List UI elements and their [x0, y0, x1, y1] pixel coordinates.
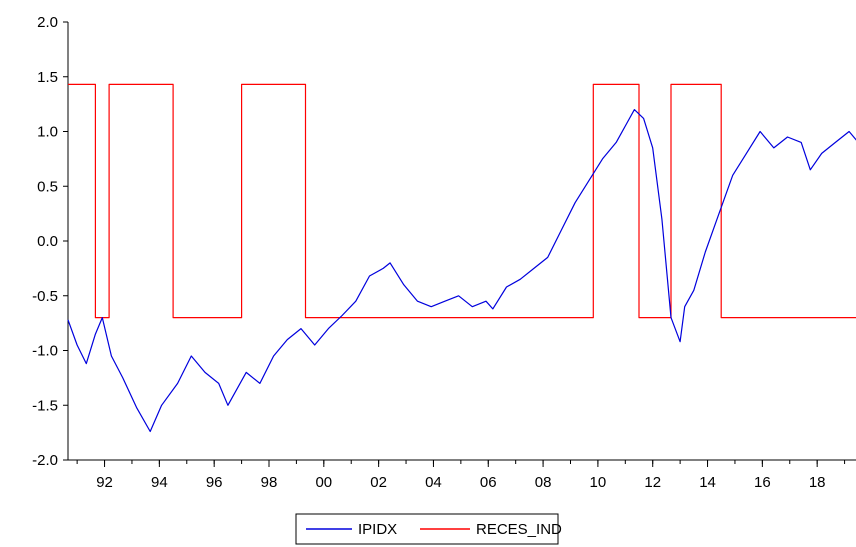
series-line-ipidx [67, 109, 856, 433]
x-tick-label: 08 [535, 474, 552, 491]
y-axis: 2.0 1.5 1.0 0.5 0.0 -0.5 -1.0 -1.5 -2.0 [32, 14, 68, 469]
x-tick-label: 92 [96, 474, 113, 491]
y-tick-label: -1.0 [32, 343, 58, 360]
legend-label: IPIDX [358, 521, 397, 538]
y-tick-label: 1.0 [37, 124, 58, 141]
x-tick-label: 04 [425, 474, 442, 491]
x-tick-label: 10 [590, 474, 607, 491]
series-line-reces-ind [68, 83, 856, 319]
y-tick-label: 0.5 [37, 178, 58, 195]
x-tick-label: 96 [206, 474, 223, 491]
x-tick-label: 06 [480, 474, 497, 491]
x-axis: 92 94 96 98 00 02 04 06 08 10 12 14 16 18 [76, 460, 846, 491]
y-tick-label: 0.0 [37, 233, 58, 250]
x-tick-label: 16 [754, 474, 771, 491]
x-tick-label: 98 [261, 474, 278, 491]
legend-label: RECES_IND [476, 521, 562, 538]
series-layer [67, 83, 856, 433]
x-tick-label: 94 [151, 474, 168, 491]
x-tick-label: 12 [644, 474, 661, 491]
x-tick-label: 02 [370, 474, 387, 491]
y-tick-label: -1.5 [32, 397, 58, 414]
x-tick-label: 18 [809, 474, 826, 491]
legend: IPIDX RECES_IND [295, 513, 562, 545]
y-tick-label: -2.0 [32, 452, 58, 469]
y-tick-label: -0.5 [32, 288, 58, 305]
plot-frame [67, 22, 856, 461]
y-tick-label: 1.5 [37, 69, 58, 86]
x-tick-label: 14 [699, 474, 716, 491]
x-tick-label: 00 [315, 474, 332, 491]
y-tick-label: 2.0 [37, 14, 58, 31]
